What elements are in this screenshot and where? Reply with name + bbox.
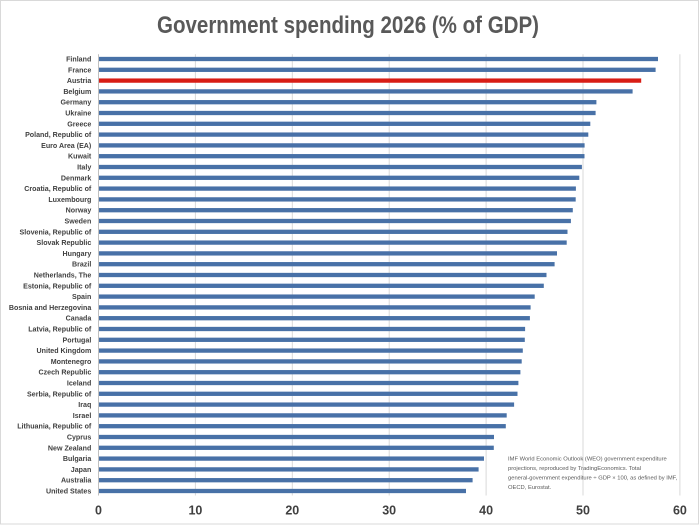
svg-text:Canada: Canada: [66, 315, 92, 323]
svg-text:Kuwait: Kuwait: [68, 153, 92, 161]
svg-text:60: 60: [673, 503, 687, 517]
svg-text:general-government expenditure: general-government expenditure ÷ GDP × 1…: [508, 476, 678, 482]
svg-text:Denmark: Denmark: [61, 174, 91, 182]
svg-text:Slovenia, Republic of: Slovenia, Republic of: [20, 228, 92, 236]
svg-text:Bosnia and Herzegovina: Bosnia and Herzegovina: [9, 304, 91, 312]
svg-text:Cyprus: Cyprus: [67, 433, 91, 441]
svg-text:Australia: Australia: [61, 477, 91, 485]
svg-text:Estonia, Republic of: Estonia, Republic of: [23, 282, 92, 290]
svg-text:Slovak Republic: Slovak Republic: [37, 239, 92, 247]
svg-text:Croatia, Republic of: Croatia, Republic of: [24, 185, 92, 193]
svg-text:50: 50: [576, 503, 590, 517]
svg-text:Belgium: Belgium: [63, 88, 91, 96]
svg-text:OECD, Eurostat.: OECD, Eurostat.: [508, 485, 552, 491]
svg-text:IMF World Economic Outlook (WE: IMF World Economic Outlook (WEO) governm…: [508, 457, 667, 463]
svg-text:projections, reproduced by Tra: projections, reproduced by TradingEconom…: [508, 466, 641, 472]
svg-text:20: 20: [285, 503, 299, 517]
svg-text:Bulgaria: Bulgaria: [63, 455, 91, 463]
svg-text:Serbia, Republic of: Serbia, Republic of: [27, 390, 92, 398]
svg-text:Germany: Germany: [61, 99, 92, 107]
svg-text:Netherlands, The: Netherlands, The: [34, 271, 92, 279]
svg-text:Sweden: Sweden: [64, 217, 91, 225]
svg-text:Montenegro: Montenegro: [51, 358, 92, 366]
svg-text:Luxembourg: Luxembourg: [48, 196, 91, 204]
svg-text:United States: United States: [46, 487, 91, 495]
svg-text:Iraq: Iraq: [78, 401, 91, 409]
svg-text:Israel: Israel: [73, 412, 92, 420]
svg-text:0: 0: [95, 503, 102, 517]
svg-text:Finland: Finland: [66, 55, 91, 63]
svg-text:United Kingdom: United Kingdom: [37, 347, 92, 355]
svg-text:Italy: Italy: [77, 163, 91, 171]
svg-text:Euro Area (EA): Euro Area (EA): [41, 142, 92, 150]
svg-text:Japan: Japan: [71, 466, 92, 474]
svg-text:Greece: Greece: [67, 120, 91, 128]
svg-text:Poland, Republic of: Poland, Republic of: [25, 131, 92, 139]
svg-text:Ukraine: Ukraine: [65, 109, 91, 117]
svg-text:Austria: Austria: [67, 77, 91, 85]
svg-text:Czech Republic: Czech Republic: [38, 369, 91, 377]
svg-text:Brazil: Brazil: [72, 261, 91, 269]
svg-text:Spain: Spain: [72, 293, 91, 301]
svg-text:Latvia, Republic of: Latvia, Republic of: [28, 325, 92, 333]
svg-text:Government spending 2026 (% of: Government spending 2026 (% of GDP): [157, 12, 539, 39]
svg-text:France: France: [68, 66, 91, 74]
svg-text:Portugal: Portugal: [63, 336, 92, 344]
svg-text:Iceland: Iceland: [67, 379, 91, 387]
svg-text:New Zealand: New Zealand: [48, 444, 91, 452]
svg-text:Lithuania, Republic of: Lithuania, Republic of: [17, 423, 92, 431]
svg-text:30: 30: [382, 503, 396, 517]
svg-text:Norway: Norway: [66, 207, 92, 215]
svg-text:Hungary: Hungary: [63, 250, 92, 258]
svg-text:10: 10: [188, 503, 202, 517]
svg-text:40: 40: [479, 503, 493, 517]
